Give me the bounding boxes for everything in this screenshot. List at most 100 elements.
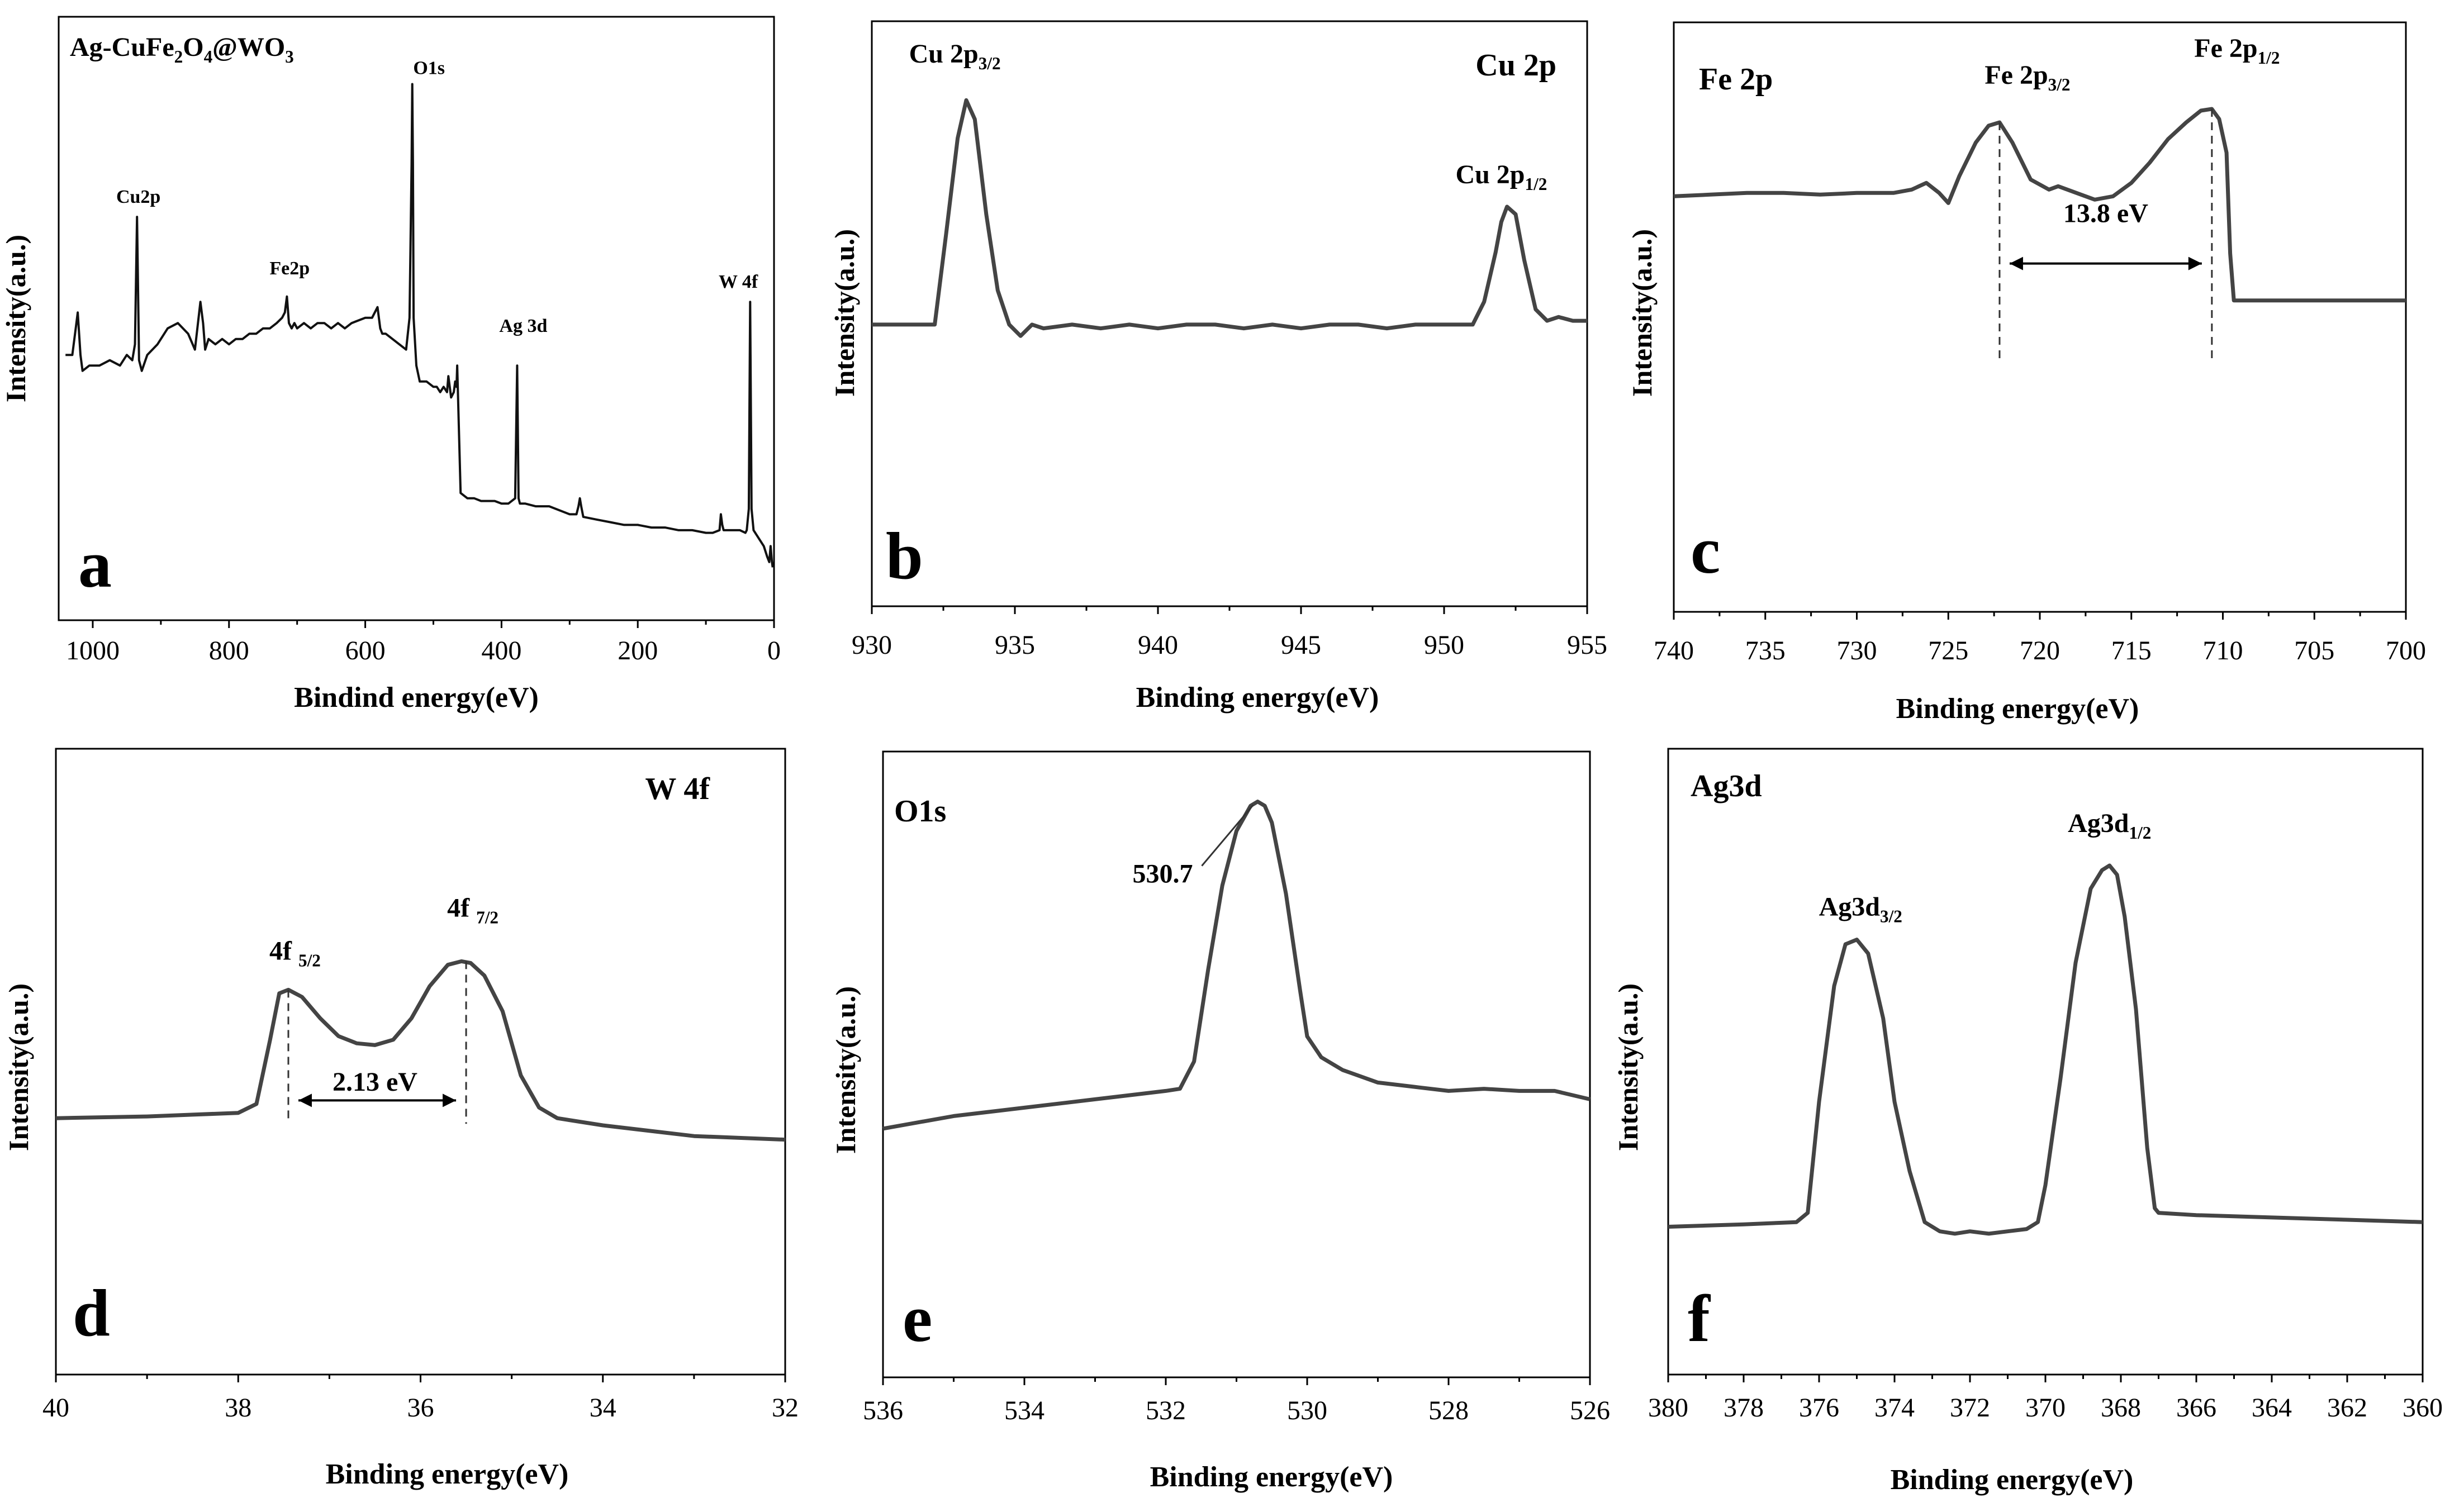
panel-title-a: Ag-CuFe2O4@WO3 — [70, 32, 294, 66]
annotation-d-1: 4f 7/2 — [447, 893, 499, 928]
x-tick-label-e-2: 532 — [1146, 1396, 1186, 1425]
panel-a: 1000 800 600 400 200 0 Bindind energy(eV) Inten… — [0, 16, 781, 714]
x-axis-label-e: Binding energy(eV) — [1150, 1461, 1393, 1493]
x-tick-label-c-4: 720 — [2020, 636, 2060, 665]
x-tick-label-c-2: 730 — [1837, 636, 1877, 665]
x-tick-label-b-5: 955 — [1567, 630, 1607, 660]
x-tick-label-b-3: 945 — [1281, 630, 1321, 660]
y-axis-label-e: Intensity(a.u.) — [830, 986, 861, 1154]
y-axis-label-c: Intensity(a.u.) — [1626, 229, 1658, 397]
arrowhead-left-c — [2009, 256, 2023, 270]
x-tick-label-c-7: 705 — [2294, 636, 2334, 665]
x-tick-label-f-6: 368 — [2101, 1393, 2141, 1423]
x-tick-label-d-1: 38 — [225, 1393, 251, 1423]
panel-letter-f: f — [1688, 1281, 1711, 1356]
panel-title-f: Ag3d — [1691, 769, 1762, 803]
x-tick-label-f-7: 366 — [2176, 1393, 2216, 1423]
panel-title-b: Cu 2p — [1475, 48, 1556, 83]
x-tick-label-a-4: 200 — [618, 636, 658, 665]
x-axis-label-d: Binding energy(eV) — [326, 1458, 569, 1490]
x-tick-label-f-5: 370 — [2025, 1393, 2066, 1423]
x-tick-label-f-3: 374 — [1874, 1393, 1915, 1423]
series-line-d-0 — [55, 959, 786, 1142]
annotation-a-0: Cu2p — [116, 187, 160, 207]
panel-letter-d: d — [73, 1276, 110, 1350]
panel-title-c: Fe 2p — [1699, 62, 1773, 97]
x-tick-label-f-8: 364 — [2252, 1393, 2292, 1423]
panel-letter-a: a — [78, 527, 112, 601]
y-axis-label-f: Intensity(a.u.) — [1612, 983, 1644, 1151]
x-tick-label-d-4: 32 — [772, 1393, 799, 1423]
x-tick-label-c-1: 735 — [1745, 636, 1786, 665]
series-line-b-0 — [872, 98, 1587, 338]
x-tick-label-d-2: 36 — [407, 1393, 434, 1423]
y-axis-label-a: Intensity(a.u.) — [0, 235, 31, 402]
annotation-f-0: Ag3d3/2 — [1819, 892, 1902, 926]
x-tick-label-c-8: 700 — [2386, 636, 2426, 665]
x-tick-label-b-4: 950 — [1424, 630, 1464, 660]
arrowhead-right-d — [443, 1093, 457, 1107]
series-line-c-0 — [1673, 107, 2406, 303]
x-tick-label-e-4: 528 — [1428, 1396, 1469, 1425]
x-tick-label-f-1: 378 — [1724, 1393, 1764, 1423]
x-axis-label-a: Bindind energy(eV) — [294, 682, 539, 714]
x-tick-label-e-5: 526 — [1570, 1396, 1610, 1425]
arrowhead-left-d — [298, 1093, 312, 1107]
panel-c: 740 735 730 725 720 715 710 705 700 Binding energ… — [1626, 21, 2426, 725]
x-tick-label-c-6: 710 — [2203, 636, 2243, 665]
x-tick-label-d-0: 40 — [42, 1393, 69, 1423]
annotation-d-2: 2.13 eV — [333, 1067, 417, 1097]
x-tick-label-c-0: 740 — [1654, 636, 1694, 665]
y-axis-label-b: Intensity(a.u.) — [829, 229, 860, 397]
x-tick-label-a-1: 800 — [209, 636, 249, 665]
x-tick-label-b-1: 935 — [995, 630, 1035, 660]
x-tick-label-a-3: 400 — [481, 636, 521, 665]
x-tick-label-b-2: 940 — [1138, 630, 1178, 660]
x-tick-label-d-3: 34 — [590, 1393, 616, 1423]
x-tick-label-f-2: 376 — [1799, 1393, 1839, 1423]
annotation-a-4: W 4f — [719, 272, 758, 292]
y-axis-label-d: Intensity(a.u.) — [3, 983, 34, 1151]
x-axis-label-b: Binding energy(eV) — [1136, 682, 1379, 714]
series-line-f-0 — [1668, 863, 2423, 1236]
annotation-f-1: Ag3d1/2 — [2068, 809, 2151, 843]
x-tick-label-f-10: 360 — [2403, 1393, 2443, 1423]
x-tick-label-a-2: 600 — [345, 636, 386, 665]
annotation-a-1: Fe2p — [269, 258, 310, 279]
x-tick-label-e-1: 534 — [1004, 1396, 1045, 1425]
x-tick-label-c-3: 725 — [1928, 636, 1968, 665]
x-tick-label-b-0: 930 — [852, 630, 892, 660]
x-axis-label-c: Binding energy(eV) — [1896, 693, 2139, 725]
panel-e: 536 534 532 530 528 526 Binding energy(eV) Inte… — [830, 750, 1610, 1493]
series-line-e-0 — [882, 800, 1591, 1131]
x-tick-label-a-0: 1000 — [66, 636, 120, 665]
x-tick-label-a-5: 0 — [767, 636, 781, 665]
x-axis-label-f: Binding energy(eV) — [1891, 1464, 2134, 1496]
x-tick-label-e-3: 530 — [1287, 1396, 1327, 1425]
panel-letter-e: e — [903, 1281, 932, 1356]
panel-title-e: O1s — [894, 794, 946, 829]
annotation-b-1: Cu 2p1/2 — [1455, 160, 1547, 194]
annotation-c-2: 13.8 eV — [2063, 199, 2148, 229]
annotation-e-0: 530.7 — [1132, 859, 1193, 889]
panel-f: 380 378 376 374 372 370 368 366 364 362 360 Binding… — [1612, 748, 2443, 1496]
panel-d: 40 38 36 34 32 Binding energy(eV) Intensity(a.… — [3, 748, 799, 1490]
annotation-d-0: 4f 5/2 — [269, 936, 321, 970]
panel-title-d: W 4f — [645, 772, 710, 806]
x-tick-label-e-0: 536 — [863, 1396, 903, 1425]
annotation-b-0: Cu 2p3/2 — [909, 39, 1001, 73]
annotation-c-1: Fe 2p1/2 — [2194, 34, 2280, 68]
arrowhead-right-c — [2188, 256, 2202, 270]
series-line-a-0 — [65, 83, 774, 568]
annotation-a-3: Ag 3d — [499, 316, 547, 336]
x-tick-label-f-4: 372 — [1950, 1393, 1990, 1423]
annotation-a-2: O1s — [413, 58, 445, 79]
peak-leader-line-e — [1201, 804, 1254, 867]
panel-letter-b: b — [886, 519, 923, 593]
x-tick-label-f-9: 362 — [2327, 1393, 2367, 1423]
annotation-c-0: Fe 2p3/2 — [1985, 60, 2070, 94]
panel-b: 930 935 940 945 950 955 Binding energy(eV) Inte… — [829, 20, 1607, 714]
x-tick-label-c-5: 715 — [2111, 636, 2152, 665]
